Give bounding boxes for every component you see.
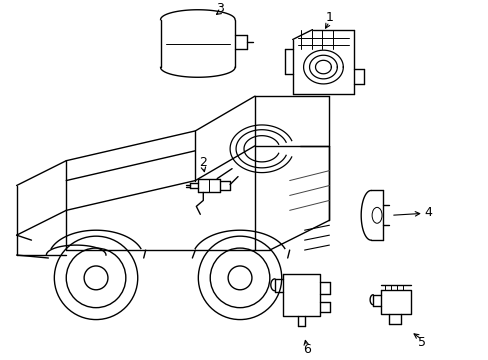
Text: 2: 2 — [199, 156, 207, 169]
Text: 3: 3 — [216, 2, 224, 15]
Text: 6: 6 — [302, 343, 310, 356]
Text: 4: 4 — [424, 206, 432, 219]
Text: 5: 5 — [417, 336, 425, 349]
Text: 1: 1 — [325, 11, 333, 24]
